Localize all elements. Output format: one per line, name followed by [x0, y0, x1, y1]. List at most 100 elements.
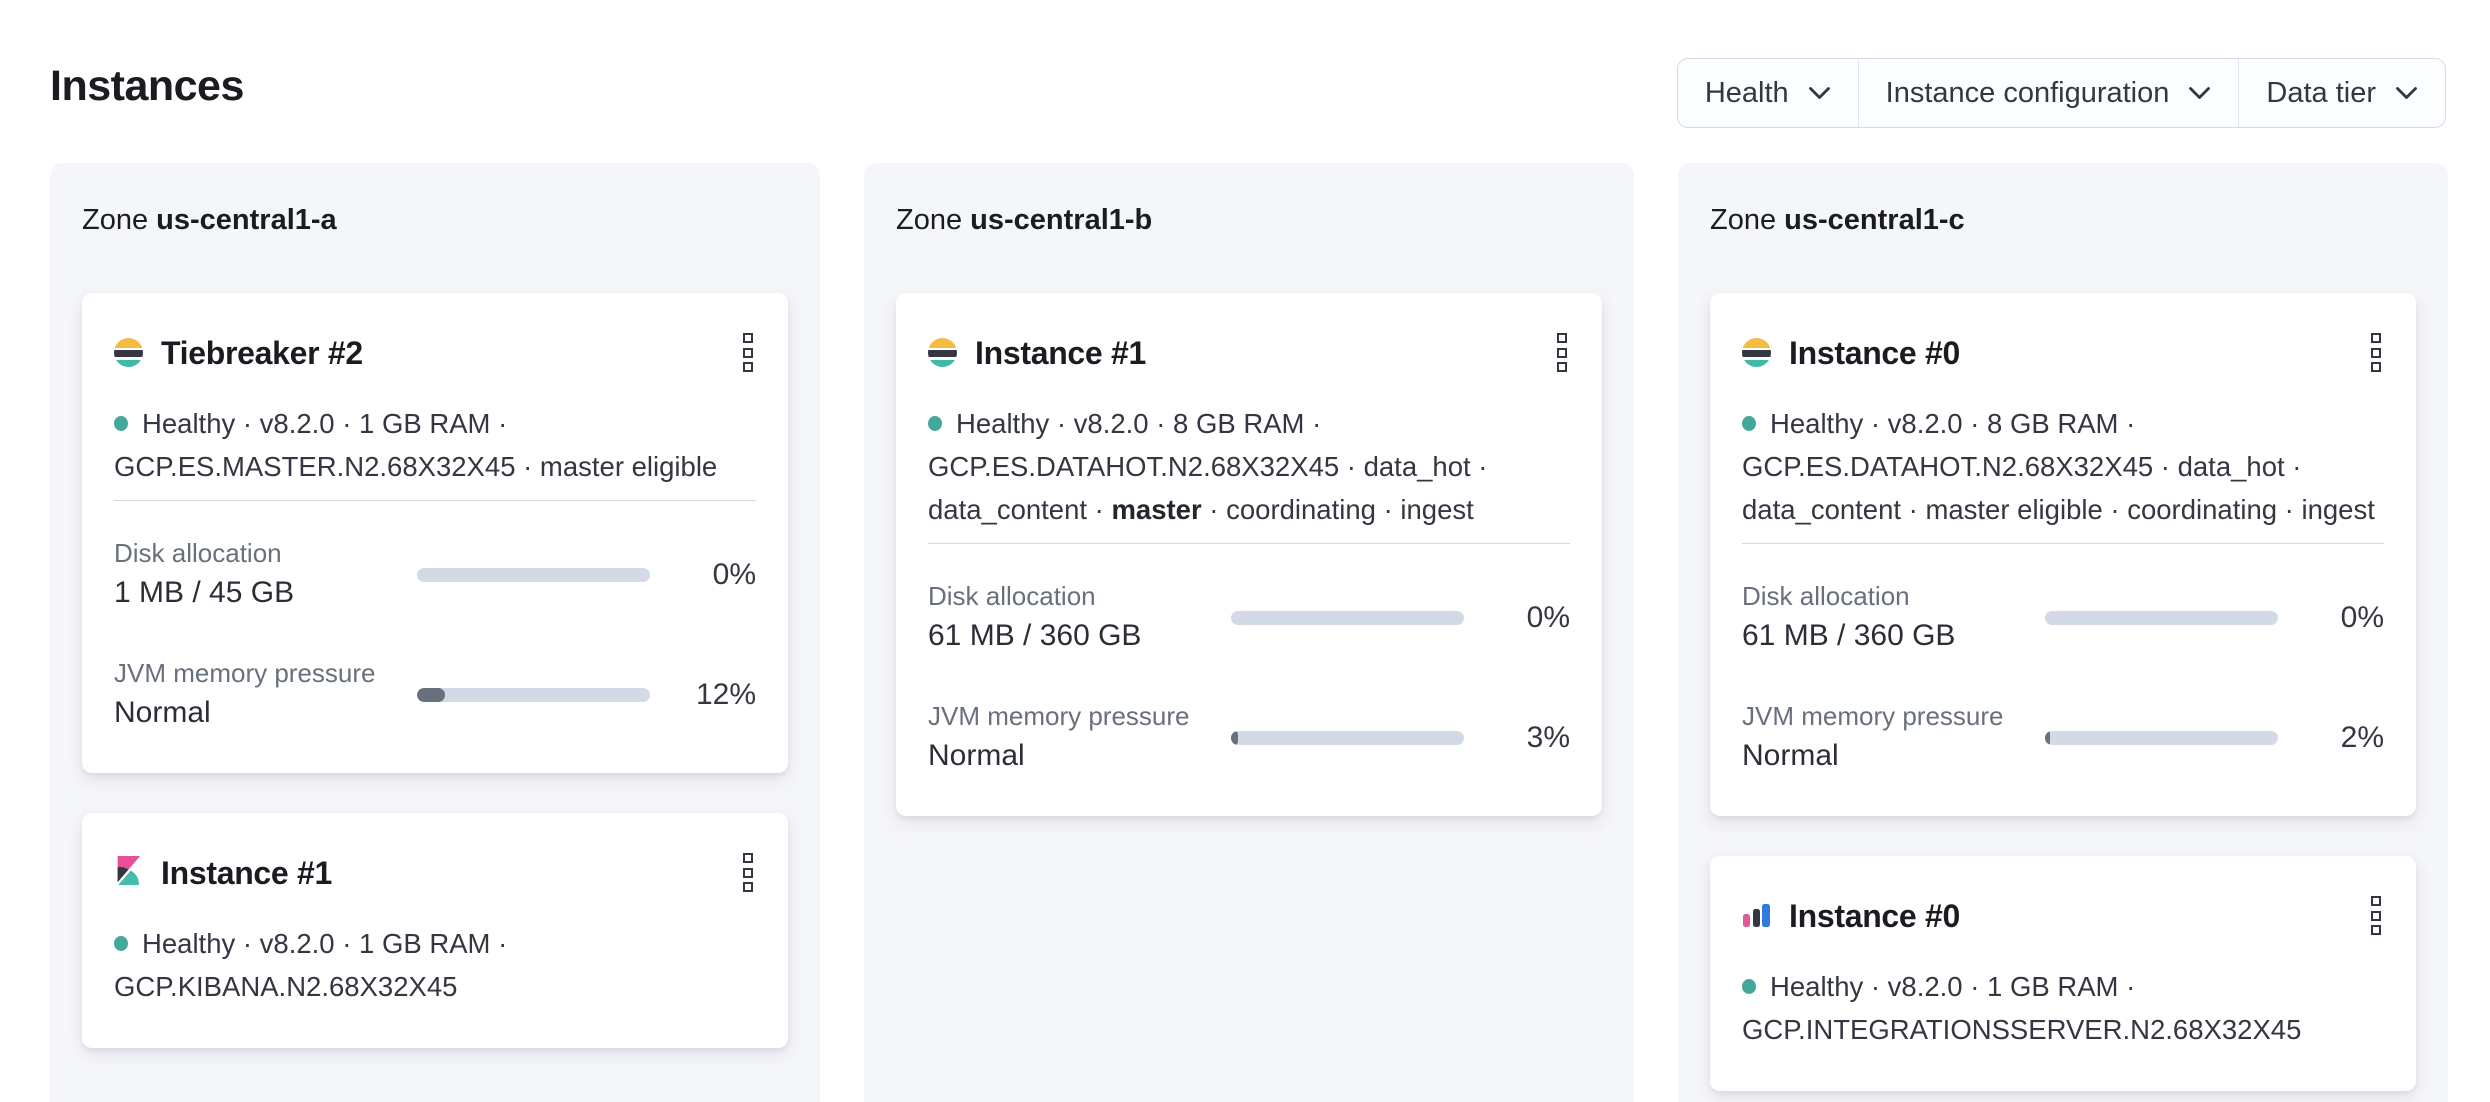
elasticsearch-logo	[1742, 338, 1771, 367]
instance-status: Healthy · v8.2.0 · 1 GB RAM · GCP.ES.MAS…	[114, 402, 756, 488]
instance-title: Instance #1	[161, 854, 333, 891]
status-line-1: Healthy · v8.2.0 · 8 GB RAM ·	[956, 408, 1322, 439]
divider	[1742, 543, 2384, 544]
filter-health-label: Health	[1704, 76, 1789, 109]
master-role-label: master	[1111, 494, 1202, 525]
instance-card-integrations-0: Instance #0 Healthy · v8.2.0 · 1 GB RAM …	[1710, 856, 2416, 1091]
metric-label: JVM memory pressure	[928, 701, 1190, 731]
metric-label: Disk allocation	[114, 538, 282, 568]
status-line-2: GCP.ES.DATAHOT.N2.68X32X45 · data_hot ·	[1742, 451, 2302, 482]
jvm-memory-pressure-metric: JVM memory pressure Normal 12%	[114, 657, 756, 733]
status-line-3: data_content · master · coordinating · i…	[928, 494, 1474, 525]
boxes-vertical-icon	[2371, 333, 2381, 343]
zone-name: us-central1-c	[1784, 204, 1965, 236]
zone-panel-us-central1-a: Zone us-central1-a Tiebreaker #2 Healthy…	[50, 163, 820, 1102]
status-line-1: Healthy · v8.2.0 · 1 GB RAM ·	[1770, 971, 2136, 1002]
metric-value: 61 MB / 360 GB	[1742, 619, 1956, 652]
metric-label: Disk allocation	[928, 581, 1096, 611]
filter-instance-configuration-button[interactable]: Instance configuration	[1857, 59, 2239, 127]
chevron-down-icon	[2396, 87, 2417, 99]
metric-value: Normal	[114, 696, 211, 729]
instance-menu-button[interactable]	[740, 329, 756, 376]
instance-status: Healthy · v8.2.0 · 8 GB RAM · GCP.ES.DAT…	[928, 402, 1570, 531]
jvm-memory-pressure-bar	[1231, 731, 1464, 745]
instance-status: Healthy · v8.2.0 · 1 GB RAM · GCP.INTEGR…	[1742, 965, 2384, 1051]
metric-percent: 0%	[712, 558, 756, 591]
chevron-down-icon	[2189, 87, 2211, 99]
filter-data-tier-button[interactable]: Data tier	[2238, 59, 2445, 127]
status-line-3: data_content · master eligible · coordin…	[1742, 494, 2375, 525]
jvm-memory-pressure-bar	[2045, 731, 2278, 745]
health-dot	[1742, 416, 1756, 431]
metric-label: Disk allocation	[1742, 581, 1910, 611]
divider	[928, 543, 1570, 544]
metric-value: 1 MB / 45 GB	[114, 576, 295, 609]
filter-group: Health Instance configuration Data tier	[1676, 58, 2446, 128]
disk-allocation-metric: Disk allocation 61 MB / 360 GB 0%	[928, 580, 1570, 656]
instance-card-kibana-1: Instance #1 Healthy · v8.2.0 · 1 GB RAM …	[82, 813, 788, 1048]
instance-menu-button[interactable]	[2368, 329, 2384, 376]
metric-value: Normal	[1742, 739, 1839, 772]
integrations-server-logo	[1742, 901, 1771, 930]
instance-menu-button[interactable]	[740, 849, 756, 896]
chevron-down-icon	[1808, 87, 1830, 99]
filter-instance-configuration-label: Instance configuration	[1885, 76, 2170, 109]
instance-title: Instance #0	[1789, 334, 1961, 371]
boxes-vertical-icon	[1557, 333, 1567, 343]
instance-menu-button[interactable]	[1554, 329, 1570, 376]
instance-title: Instance #1	[975, 334, 1147, 371]
kibana-logo	[114, 855, 143, 890]
status-line-1: Healthy · v8.2.0 · 8 GB RAM ·	[1770, 408, 2136, 439]
disk-allocation-bar	[2045, 611, 2278, 625]
zone-panel-us-central1-c: Zone us-central1-c Instance #0 Healthy ·…	[1678, 163, 2448, 1102]
health-dot	[1742, 979, 1756, 994]
disk-allocation-bar	[417, 568, 650, 582]
boxes-vertical-icon	[743, 333, 753, 343]
status-line-2: GCP.ES.DATAHOT.N2.68X32X45 · data_hot ·	[928, 451, 1488, 482]
page-title: Instances	[50, 62, 244, 110]
status-line-2: GCP.KIBANA.N2.68X32X45	[114, 971, 458, 1002]
status-line-2: GCP.ES.MASTER.N2.68X32X45 · master eligi…	[114, 451, 718, 482]
zone-label: Zone us-central1-c	[1710, 204, 1965, 236]
instance-card-es-0: Instance #0 Healthy · v8.2.0 · 8 GB RAM …	[1710, 293, 2416, 816]
zone-panel-us-central1-b: Zone us-central1-b Instance #1 Healthy ·…	[864, 163, 1634, 1102]
zone-name: us-central1-b	[970, 204, 1153, 236]
disk-allocation-metric: Disk allocation 61 MB / 360 GB 0%	[1742, 580, 2384, 656]
page-header: Instances Health Instance configuration …	[0, 0, 2490, 163]
status-line-1: Healthy · v8.2.0 · 1 GB RAM ·	[142, 408, 508, 439]
metric-percent: 2%	[2340, 721, 2384, 754]
instance-card-es-1: Instance #1 Healthy · v8.2.0 · 8 GB RAM …	[896, 293, 1602, 816]
instance-title: Instance #0	[1789, 897, 1961, 934]
instance-status: Healthy · v8.2.0 · 1 GB RAM · GCP.KIBANA…	[114, 922, 756, 1008]
metric-percent: 0%	[2340, 601, 2384, 634]
status-line-2: GCP.INTEGRATIONSSERVER.N2.68X32X45	[1742, 1014, 2302, 1045]
boxes-vertical-icon	[743, 853, 753, 863]
metric-label: JVM memory pressure	[1742, 701, 2004, 731]
instance-title: Tiebreaker #2	[161, 334, 363, 371]
metric-percent: 3%	[1526, 721, 1570, 754]
jvm-memory-pressure-metric: JVM memory pressure Normal 3%	[928, 700, 1570, 776]
boxes-vertical-icon	[2371, 896, 2381, 906]
elasticsearch-logo	[928, 338, 957, 367]
health-dot	[928, 416, 942, 431]
health-dot	[114, 416, 128, 431]
zone-name: us-central1-a	[156, 204, 337, 236]
instance-status: Healthy · v8.2.0 · 8 GB RAM · GCP.ES.DAT…	[1742, 402, 2384, 531]
instance-card-tiebreaker-2: Tiebreaker #2 Healthy · v8.2.0 · 1 GB RA…	[82, 293, 788, 773]
elasticsearch-logo	[114, 338, 143, 367]
divider	[114, 500, 756, 501]
disk-allocation-metric: Disk allocation 1 MB / 45 GB 0%	[114, 537, 756, 613]
metric-value: 61 MB / 360 GB	[928, 619, 1142, 652]
metric-percent: 0%	[1526, 601, 1570, 634]
health-dot	[114, 936, 128, 951]
zone-label: Zone us-central1-b	[896, 204, 1153, 236]
filter-data-tier-label: Data tier	[2266, 76, 2376, 109]
metric-value: Normal	[928, 739, 1025, 772]
instance-menu-button[interactable]	[2368, 892, 2384, 939]
metric-percent: 12%	[695, 678, 756, 711]
jvm-memory-pressure-metric: JVM memory pressure Normal 2%	[1742, 700, 2384, 776]
filter-health-button[interactable]: Health	[1678, 59, 1858, 127]
status-line-1: Healthy · v8.2.0 · 1 GB RAM ·	[142, 928, 508, 959]
disk-allocation-bar	[1231, 611, 1464, 625]
